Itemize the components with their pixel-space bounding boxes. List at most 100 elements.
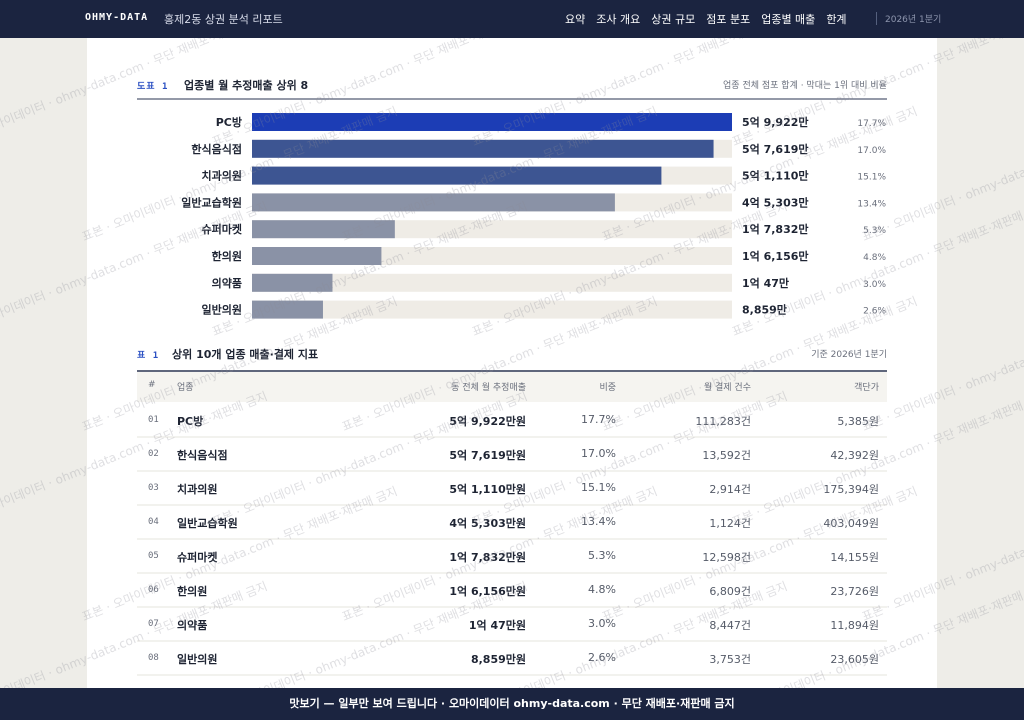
bar [252,139,714,158]
table-cell: 5억 1,110만원 [449,483,526,496]
table-note: 기준 2026년 1분기 [811,350,887,360]
bar [252,220,395,239]
figure-note: 업종 전체 점포 합계 · 막대는 1위 대비 비율 [723,81,887,91]
table-cell: 2.6% [588,651,616,664]
table-cell: 한식음식점 [177,449,228,462]
table-cell: 13,592건 [702,449,751,462]
share-label: 13.4% [857,199,886,209]
share-label: 17.7% [857,119,886,129]
value-label: 1억 47만 [742,276,789,290]
column-header: # [148,380,156,390]
nav-link[interactable]: 요약 [565,13,586,26]
column-header: 객단가 [854,383,879,393]
table-cell: 17.0% [581,447,616,460]
table-cell: 13.4% [581,515,616,528]
table-cell: 치과의원 [177,483,218,496]
figure-label: 도표 1 [137,82,169,92]
table-cell: 일반의원 [177,653,218,666]
column-header: 업종 [177,383,194,393]
table-cell: 05 [148,551,159,561]
bar [252,273,333,292]
header: OHMY-DATA 홍제2동 상권 분석 리포트 요약 조사 개요 상권 규모 점포 … [0,0,1024,38]
table-cell: 의약품 [177,619,208,632]
table-cell: 3.0% [588,617,616,630]
nav-link[interactable]: 조사 개요 [596,13,641,26]
bar-track [252,273,732,292]
table-cell: 슈퍼마켓 [177,551,218,564]
table-cell: 02 [148,449,159,459]
bar [252,193,615,212]
table-cell: 5억 7,619만원 [449,449,526,462]
table-cell: 111,283건 [695,415,751,428]
nav-link[interactable]: 한계 [826,13,847,26]
table-cell: 1억 7,832만원 [449,551,526,564]
value-label: 4억 5,303만 [742,195,809,209]
value-label: 1억 6,156만 [742,249,809,263]
table-cell: 8,859만원 [470,653,526,666]
table-cell: 4억 5,303만원 [449,517,526,530]
table-title: 상위 10개 업종 매출·결제 지표 [172,348,319,361]
report-title: 홍제2동 상권 분석 리포트 [164,13,283,26]
period: 2026년 1분기 [876,12,941,25]
table-cell: 23,605원 [830,653,879,666]
category-label: 일반의원 [202,303,242,317]
table-cell: 403,049원 [823,517,879,530]
table-cell: 175,394원 [823,483,879,496]
nav-link[interactable]: 점포 분포 [706,13,751,26]
nav: 요약 조사 개요 상권 규모 점포 분포 업종별 매출 한계 [565,11,847,27]
share-label: 2.6% [863,307,886,317]
value-label: 5억 7,619만 [742,142,809,156]
category-label: 한의원 [212,249,242,263]
bar [252,166,662,185]
table-cell: 3,753건 [709,653,751,666]
table-cell: 8,447건 [709,619,751,632]
table-cell: 한의원 [177,585,208,598]
value-label: 5억 1,110만 [742,169,809,183]
table-label: 표 1 [137,351,160,361]
table-cell: 42,392원 [830,449,879,462]
share-label: 5.3% [863,226,886,236]
table-cell: PC방 [177,415,204,428]
share-label: 17.0% [857,146,886,156]
table-cell: 5,385원 [837,415,879,428]
bar-track [252,300,732,319]
value-label: 5억 9,922만 [742,115,809,129]
category-label: 의약품 [212,276,242,290]
table-cell: 12,598건 [702,551,751,564]
table-cell: 1억 47만원 [468,619,526,632]
table-cell: 6,809건 [709,585,751,598]
table-cell: 14,155원 [830,551,879,564]
table-cell: 17.7% [581,413,616,426]
table-cell: 07 [148,619,159,629]
category-label: 한식음식점 [191,142,242,156]
table-cell: 01 [148,415,159,425]
table-cell: 03 [148,483,159,493]
table-cell: 23,726원 [830,585,879,598]
bar [252,113,732,131]
table-cell: 11,894원 [830,619,879,632]
category-label: 치과의원 [202,169,242,183]
value-label: 8,859만 [742,303,787,317]
nav-link[interactable]: 업종별 매출 [761,13,816,26]
category-label: 슈퍼마켓 [202,222,242,236]
footer: 맛보기 — 일부만 보여 드립니다 · 오마이데이터 ohmy-data.com… [0,688,1024,720]
table-cell: 2,914건 [709,483,751,496]
table-cell: 4.8% [588,583,616,596]
bar [252,300,323,319]
share-label: 4.8% [863,253,886,263]
brand[interactable]: OHMY-DATA [85,12,149,23]
value-label: 1억 7,832만 [742,222,809,236]
table-cell: 1억 6,156만원 [449,585,526,598]
nav-link[interactable]: 상권 규모 [651,13,696,26]
table-cell: 08 [148,653,159,663]
category-label: 일반교습학원 [181,195,242,209]
table-head-bg [137,372,887,402]
figure-title: 업종별 월 추정매출 상위 8 [184,79,309,92]
share-label: 15.1% [857,173,886,183]
table-cell: 15.1% [581,481,616,494]
table-cell: 06 [148,585,159,595]
column-header: 월 결제 건수 [703,383,751,393]
